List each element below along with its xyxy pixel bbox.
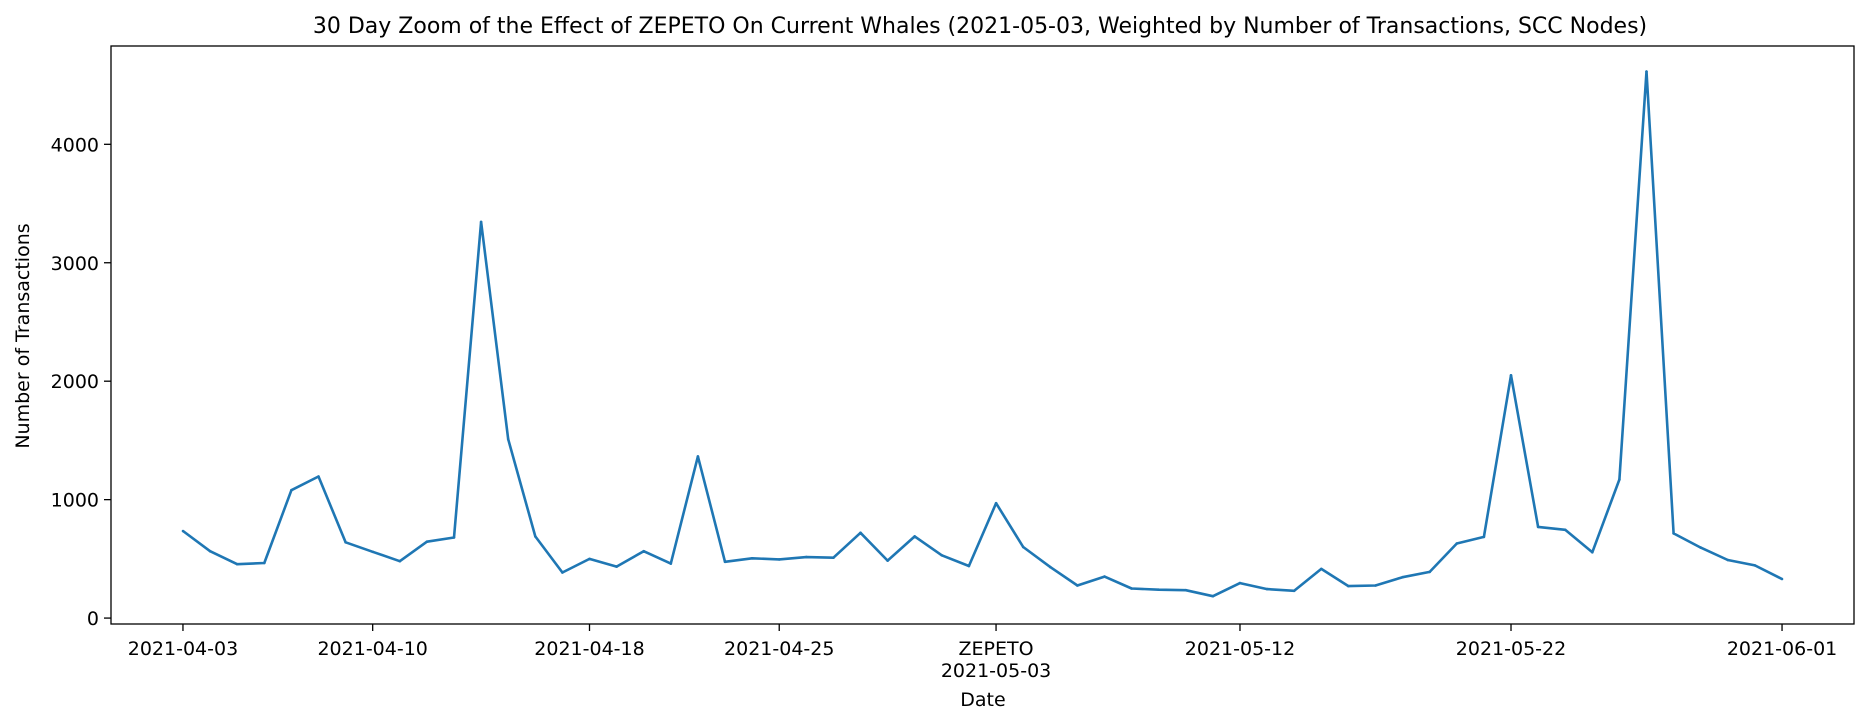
data-point	[913, 535, 916, 538]
data-point	[1238, 581, 1242, 585]
data-point	[1645, 70, 1648, 73]
data-point	[859, 531, 862, 535]
data-point	[940, 554, 944, 557]
data-point	[506, 437, 510, 441]
data-point	[750, 557, 754, 560]
data-point	[1103, 575, 1106, 578]
data-point	[181, 529, 185, 533]
data-point	[1076, 584, 1079, 587]
y-axis: 0 1000 2000 3000 4000	[51, 134, 111, 630]
data-point	[669, 562, 673, 565]
data-point	[1482, 535, 1486, 539]
data-point	[1265, 587, 1269, 591]
chart-title: 30 Day Zoom of the Effect of ZEPETO On C…	[313, 14, 1647, 39]
data-point	[1347, 584, 1350, 588]
y-tick-label: 2000	[51, 371, 99, 393]
y-tick-label: 0	[87, 608, 99, 630]
data-point	[1591, 551, 1594, 554]
data-point	[777, 558, 781, 561]
data-point	[1672, 532, 1675, 535]
data-point	[344, 541, 347, 544]
x-tick-label: 2021-05-03	[941, 660, 1051, 682]
data-point	[561, 571, 564, 574]
plot-area-frame	[110, 45, 1855, 625]
x-axis-label: Date	[960, 689, 1005, 711]
x-tick-label: 2021-04-10	[317, 638, 427, 660]
data-point	[1049, 565, 1052, 569]
data-point	[290, 488, 293, 492]
y-tick-label: 4000	[51, 134, 99, 156]
data-point	[208, 549, 212, 553]
y-axis-label: Number of Transactions	[12, 223, 34, 448]
annotation-label: ZEPETO	[959, 638, 1034, 660]
data-point	[1130, 587, 1133, 590]
x-tick-label: 2021-05-12	[1185, 638, 1295, 660]
data-point	[723, 560, 727, 564]
x-tick-label: 2021-04-03	[128, 638, 238, 660]
data-point	[425, 540, 429, 543]
x-tick-label: 2021-04-18	[534, 638, 644, 660]
data-points	[181, 70, 1784, 598]
data-point	[371, 550, 375, 554]
data-point	[452, 536, 456, 539]
data-point	[398, 559, 402, 563]
x-axis: 2021-04-03 2021-04-10 2021-04-18 2021-04-25…	[128, 624, 1837, 682]
data-point	[832, 556, 835, 559]
data-point	[1563, 528, 1567, 532]
x-tick-label: 2021-06-01	[1727, 638, 1837, 660]
data-point	[479, 220, 483, 224]
data-point	[1401, 575, 1404, 579]
x-tick-label: 2021-05-22	[1456, 638, 1566, 660]
data-point	[642, 549, 645, 553]
x-tick-label: 2021-04-25	[724, 638, 834, 660]
data-point	[886, 559, 889, 562]
data-point	[1536, 525, 1540, 529]
data-point	[967, 564, 971, 568]
data-point	[235, 562, 239, 566]
data-point	[1618, 478, 1621, 481]
data-point	[1292, 589, 1296, 593]
series-line	[182, 70, 1783, 598]
data-point	[1021, 545, 1025, 549]
data-point	[588, 557, 591, 561]
data-point	[534, 535, 537, 538]
data-point	[1320, 567, 1323, 571]
data-point	[1374, 584, 1377, 587]
y-tick-label: 1000	[51, 490, 99, 512]
y-tick-label: 3000	[51, 253, 99, 275]
data-point	[1509, 374, 1513, 377]
data-point	[1455, 542, 1459, 545]
data-point	[805, 555, 808, 559]
data-point	[1211, 594, 1215, 598]
data-point	[1726, 558, 1730, 562]
data-point	[1753, 564, 1757, 567]
data-point	[1780, 577, 1784, 581]
data-point	[1157, 588, 1160, 591]
data-point	[1184, 588, 1188, 592]
data-point	[994, 501, 998, 505]
data-point	[263, 561, 266, 565]
data-point	[317, 475, 320, 478]
data-point	[1428, 570, 1431, 574]
annotation-layer: ZEPETO	[959, 638, 1034, 660]
data-point	[615, 565, 618, 568]
data-point	[1699, 546, 1702, 549]
data-point	[696, 455, 700, 458]
